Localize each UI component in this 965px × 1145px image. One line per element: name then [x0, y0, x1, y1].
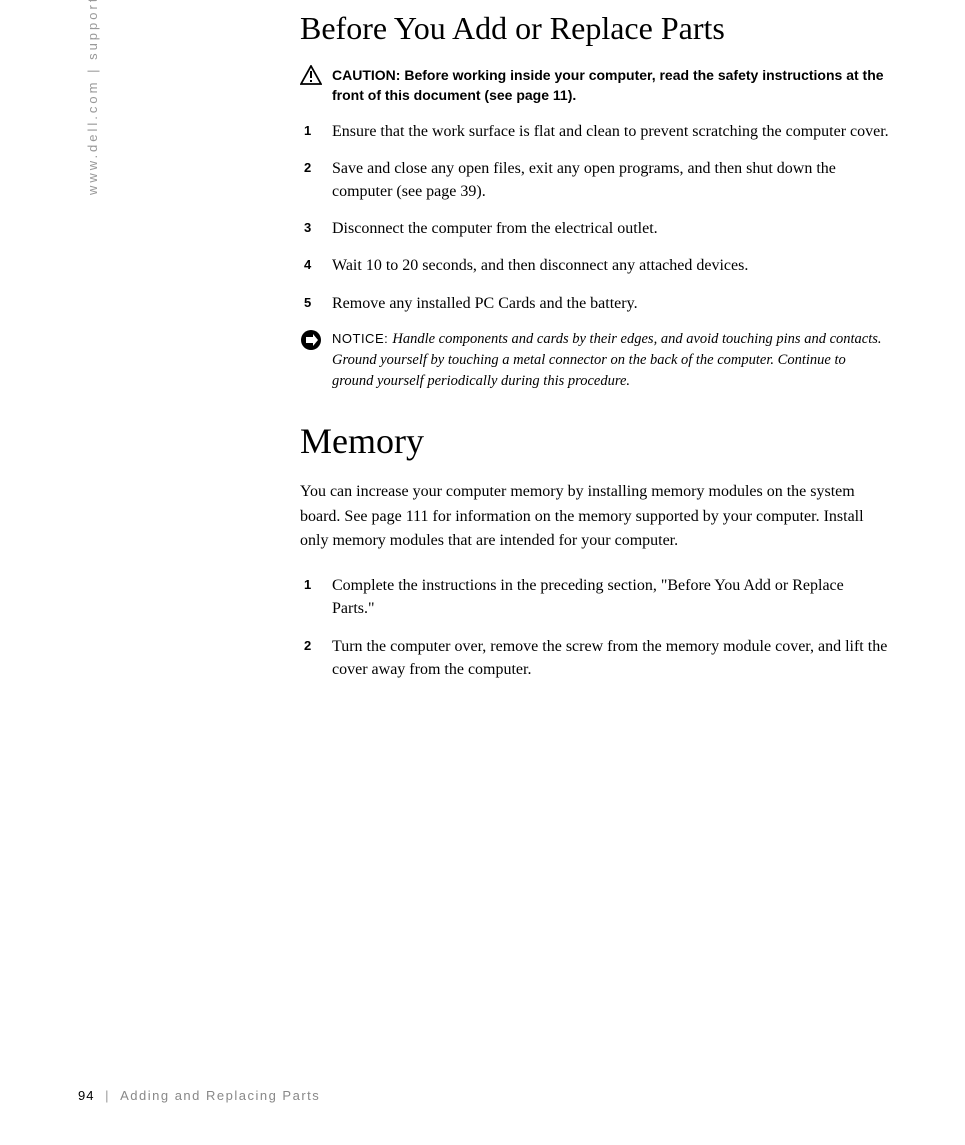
- notice-arrow-icon: [300, 329, 322, 356]
- step-number: 4: [304, 256, 311, 275]
- page-number: 94: [78, 1088, 94, 1103]
- caution-triangle-icon: [300, 65, 322, 90]
- list-item: 4 Wait 10 to 20 seconds, and then discon…: [332, 254, 890, 277]
- list-item: 1 Complete the instructions in the prece…: [332, 574, 890, 620]
- step-number: 2: [304, 159, 311, 178]
- footer-divider: |: [105, 1088, 109, 1103]
- heading-before-you-add: Before You Add or Replace Parts: [300, 10, 890, 47]
- footer-section-title: Adding and Replacing Parts: [120, 1088, 320, 1103]
- list-item: 2 Save and close any open files, exit an…: [332, 157, 890, 203]
- main-content: Before You Add or Replace Parts CAUTION:…: [300, 10, 890, 695]
- list-item: 5 Remove any installed PC Cards and the …: [332, 292, 890, 315]
- step-number: 1: [304, 576, 311, 595]
- step-number: 1: [304, 122, 311, 141]
- list-item: 3 Disconnect the computer from the elect…: [332, 217, 890, 240]
- notice-label: NOTICE:: [332, 331, 392, 346]
- step-text: Remove any installed PC Cards and the ba…: [332, 295, 638, 312]
- memory-intro: You can increase your computer memory by…: [300, 480, 890, 554]
- notice-text: NOTICE: Handle components and cards by t…: [332, 331, 882, 389]
- notice-block: NOTICE: Handle components and cards by t…: [300, 329, 890, 392]
- section2-steps: 1 Complete the instructions in the prece…: [300, 574, 890, 681]
- notice-body: Handle components and cards by their edg…: [332, 331, 882, 389]
- step-text: Complete the instructions in the precedi…: [332, 577, 844, 617]
- step-text: Ensure that the work surface is flat and…: [332, 123, 889, 140]
- step-text: Turn the computer over, remove the screw…: [332, 638, 887, 678]
- caution-text: CAUTION: Before working inside your comp…: [332, 67, 884, 103]
- caution-block: CAUTION: Before working inside your comp…: [300, 65, 890, 106]
- step-number: 2: [304, 637, 311, 656]
- page-footer: 94 | Adding and Replacing Parts: [78, 1088, 320, 1103]
- list-item: 1 Ensure that the work surface is flat a…: [332, 120, 890, 143]
- section1-steps: 1 Ensure that the work surface is flat a…: [300, 120, 890, 315]
- step-text: Wait 10 to 20 seconds, and then disconne…: [332, 257, 748, 274]
- step-number: 3: [304, 219, 311, 238]
- step-text: Disconnect the computer from the electri…: [332, 220, 658, 237]
- caution-label: CAUTION:: [332, 67, 404, 83]
- sidebar-url: www.dell.com | support.dell.com: [85, 0, 100, 195]
- step-number: 5: [304, 294, 311, 313]
- list-item: 2 Turn the computer over, remove the scr…: [332, 635, 890, 681]
- step-text: Save and close any open files, exit any …: [332, 160, 836, 200]
- caution-body: Before working inside your computer, rea…: [332, 67, 884, 103]
- heading-memory: Memory: [300, 420, 890, 462]
